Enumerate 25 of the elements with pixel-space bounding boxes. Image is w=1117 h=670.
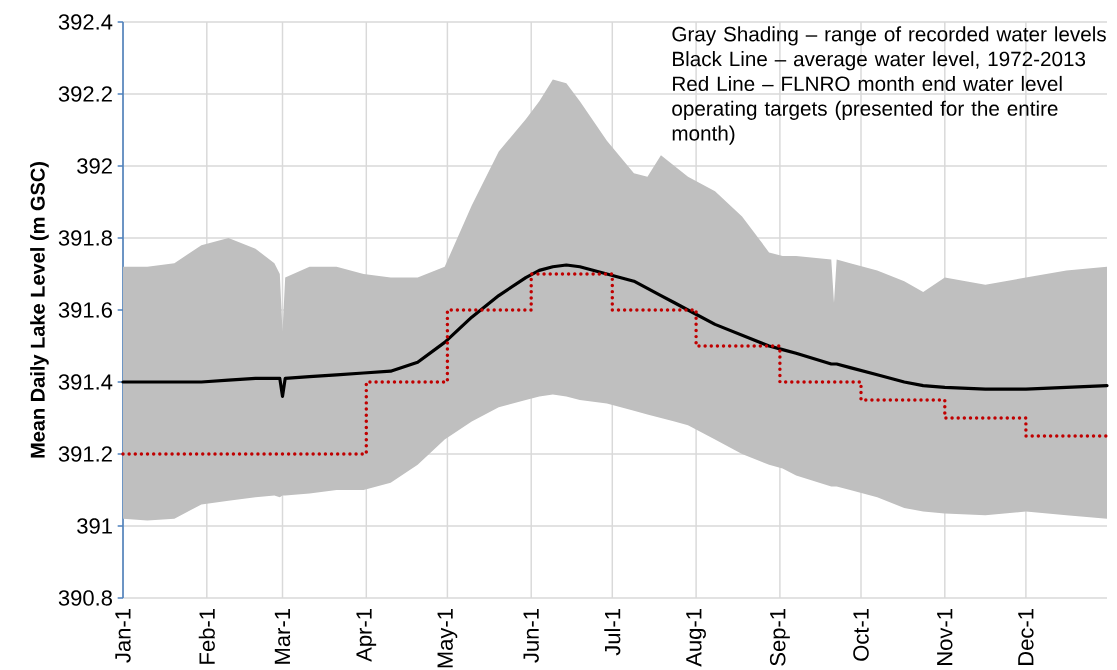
annotation: Gray Shading – range of recorded water levels (672, 26, 1106, 46)
y-tick-label: 392.4 (58, 14, 113, 30)
x-tick-label: Apr-1 (356, 609, 377, 662)
y-tick-label: 391.2 (58, 446, 112, 462)
x-tick-label: Aug-1 (686, 609, 706, 667)
y-tick-label: 392 (77, 158, 112, 174)
y-tick-label: 391.8 (58, 230, 112, 246)
y-tick-label: 392.2 (58, 86, 112, 102)
x-tick-label: Sep-1 (769, 609, 790, 666)
x-tick-label: Oct-1 (853, 609, 869, 661)
y-tick-label: 391.4 (58, 374, 113, 390)
x-tick-label: Dec-1 (1018, 609, 1034, 665)
y-axis-title: Mean Daily Lake Level (m GSC) (30, 162, 49, 458)
y-tick-label: 390.8 (58, 590, 112, 606)
x-tick-label: Jun-1 (523, 609, 539, 663)
x-tick-label: Feb-1 (198, 609, 215, 664)
y-tick-label: 391 (77, 518, 112, 534)
x-tick-label: Jan-1 (115, 609, 131, 663)
y-tick-label: 391.6 (58, 302, 112, 318)
annotation: Red Line – FLNRO month end water level operating targets (presented for the entire month) (672, 75, 1062, 145)
x-tick-label: Mar-1 (274, 609, 291, 664)
x-tick-label: May-1 (437, 609, 458, 668)
x-tick-label: Nov-1 (937, 609, 953, 665)
x-tick-label: Jul-1 (604, 609, 621, 656)
annotation: Black Line – average water level, 1972-2013 (673, 51, 1086, 71)
